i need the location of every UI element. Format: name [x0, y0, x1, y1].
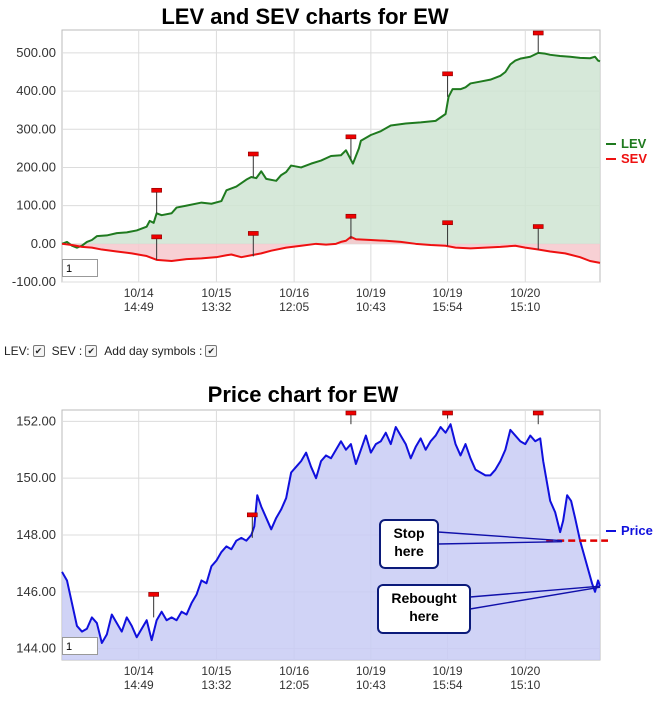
x-tick-date: 10/19 — [356, 664, 386, 678]
day-marker-flag — [442, 410, 453, 416]
x-tick-time: 12:05 — [279, 300, 309, 314]
annotation-pointer — [437, 540, 563, 545]
day-marker-flag — [442, 220, 453, 226]
legend-label-price: Price — [621, 523, 653, 538]
x-tick-date: 10/14 — [124, 664, 154, 678]
annotation-pointer — [469, 586, 601, 610]
price-y-axis: 152.00 150.00 148.00 146.00 144.00 — [16, 413, 56, 655]
series-area-sev — [62, 236, 600, 263]
sev-checkbox[interactable]: ✔ — [85, 345, 98, 357]
legend-label-sev: SEV — [621, 151, 647, 166]
lev-sev-chart-title: LEV and SEV charts for EW — [161, 4, 449, 29]
x-tick-time: 10:43 — [356, 678, 386, 692]
x-tick-time: 12:05 — [279, 678, 309, 692]
annotation-box — [377, 584, 471, 634]
day-marker-flag — [532, 410, 544, 416]
y-tick-label: 152.00 — [16, 413, 56, 428]
day-marker-flag — [151, 187, 162, 193]
lev-sev-zoom-input[interactable]: 1 — [62, 259, 98, 277]
price-chart: Price chart for EW 152.00 150.00 148.00 146… — [16, 382, 653, 692]
x-tick-time: 15:10 — [510, 678, 540, 692]
x-tick-time: 10:43 — [356, 300, 386, 314]
annotation-text: Stop — [393, 525, 424, 541]
x-tick-time: 14:49 — [124, 678, 154, 692]
x-tick-time: 13:32 — [201, 300, 231, 314]
y-tick-label: 400.00 — [16, 83, 56, 98]
y-tick-label: 148.00 — [16, 527, 56, 542]
x-tick-date: 10/15 — [201, 664, 231, 678]
chart-controls: LEV: ✔ SEV : ✔ Add day symbols : ✔ — [4, 344, 221, 358]
price-legend: Price — [606, 523, 653, 538]
day-marker-flag — [246, 512, 258, 518]
lev-sev-chart: LEV and SEV charts for EW 500.00 400.00 30… — [12, 4, 647, 314]
x-tick-date: 10/19 — [356, 286, 386, 300]
x-tick-time: 15:54 — [433, 300, 463, 314]
day-marker-flag — [247, 151, 259, 157]
annotation-text: here — [409, 608, 439, 624]
day-symbols-label: Add day symbols : — [104, 344, 203, 358]
series-line-price — [61, 423, 601, 644]
y-tick-label: 150.00 — [16, 470, 56, 485]
x-tick-date: 10/15 — [201, 286, 231, 300]
x-tick-time: 15:10 — [510, 300, 540, 314]
x-tick-date: 10/20 — [510, 286, 540, 300]
x-tick-date: 10/14 — [124, 286, 154, 300]
y-tick-label: 500.00 — [16, 45, 56, 60]
y-tick-label: 200.00 — [16, 159, 56, 174]
price-annotations: Stop here Rebought here — [377, 519, 601, 634]
day-marker-flag — [532, 224, 544, 229]
annotation-pointer — [437, 531, 563, 542]
y-tick-label: 146.00 — [16, 584, 56, 599]
y-tick-label: -100.00 — [12, 274, 56, 289]
lev-toggle-label: LEV: — [4, 344, 30, 358]
series-line-sev — [61, 235, 601, 264]
day-marker-flag — [151, 234, 162, 240]
day-marker-flag — [247, 231, 259, 236]
lev-sev-y-axis: 500.00 400.00 300.00 200.00 100.00 0.00 -100.0… — [12, 45, 56, 289]
x-tick-date: 10/16 — [279, 664, 309, 678]
series-area-lev — [62, 52, 600, 248]
y-tick-label: 300.00 — [16, 121, 56, 136]
day-marker-flag — [345, 410, 357, 416]
x-tick-date: 10/20 — [510, 664, 540, 678]
x-tick-time: 15:54 — [433, 678, 463, 692]
annotation-box — [379, 519, 439, 569]
day-symbols-checkbox[interactable]: ✔ — [205, 345, 218, 357]
annotation-pointer — [469, 585, 601, 598]
day-marker-flag — [532, 30, 544, 36]
day-marker-flag — [345, 134, 357, 140]
series-line-lev — [61, 51, 601, 249]
y-tick-label: 0.00 — [31, 236, 56, 251]
annotation-text: Rebought — [391, 590, 457, 606]
lev-checkbox[interactable]: ✔ — [32, 345, 45, 357]
sev-toggle-label: SEV : — [51, 344, 83, 358]
x-tick-date: 10/19 — [433, 286, 463, 300]
day-marker-flag — [442, 71, 453, 77]
x-tick-date: 10/19 — [433, 664, 463, 678]
x-tick-date: 10/16 — [279, 286, 309, 300]
lev-sev-x-axis: 10/1414:4910/1513:3210/1612:0510/1910:43… — [124, 286, 541, 314]
lev-sev-series — [61, 30, 601, 264]
y-tick-label: 144.00 — [16, 641, 56, 656]
x-tick-time: 13:32 — [201, 678, 231, 692]
day-marker-flag — [148, 592, 159, 597]
legend-label-lev: LEV — [621, 136, 647, 151]
annotation-text: here — [394, 543, 424, 559]
x-tick-time: 14:49 — [124, 300, 154, 314]
price-chart-title: Price chart for EW — [208, 382, 399, 407]
price-zoom-input[interactable]: 1 — [62, 637, 98, 655]
y-tick-label: 100.00 — [16, 198, 56, 213]
price-x-axis: 10/1414:4910/1513:3210/1612:0510/1910:43… — [124, 664, 541, 692]
day-marker-flag — [345, 213, 357, 219]
